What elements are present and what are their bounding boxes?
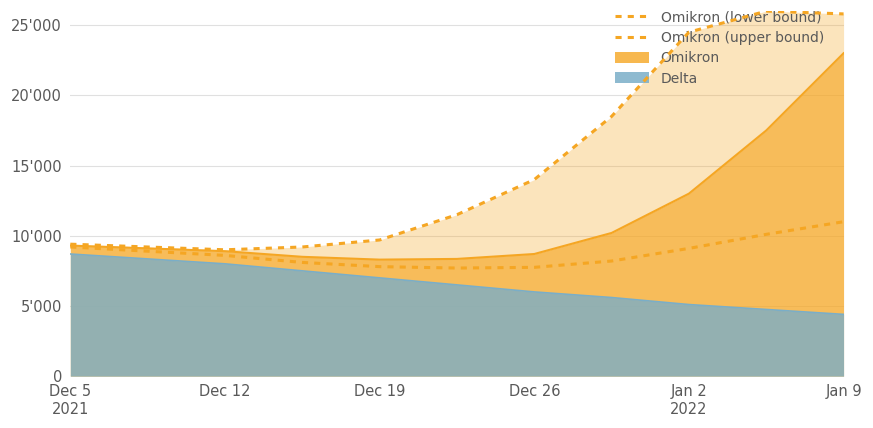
Legend: Omikron (lower bound), Omikron (upper bound), Omikron, Delta: Omikron (lower bound), Omikron (upper bo… [615, 11, 824, 86]
